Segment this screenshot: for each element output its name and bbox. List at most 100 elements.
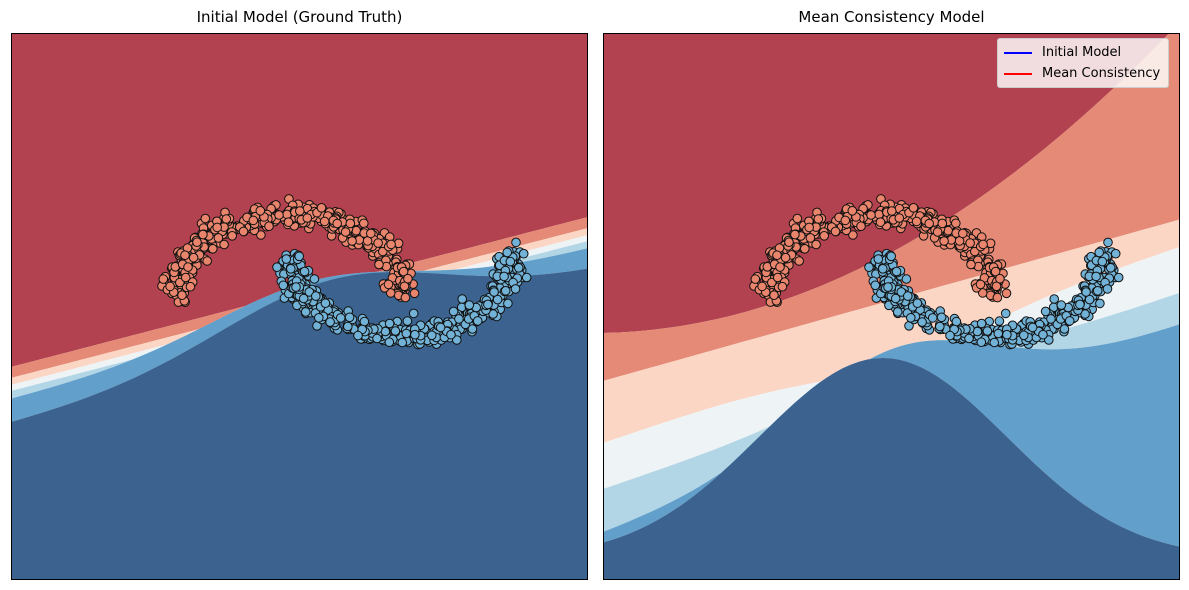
point-class-1 [521, 272, 532, 283]
contour-band-1 [603, 33, 1180, 381]
point-class-0 [158, 274, 169, 284]
point-class-0 [403, 273, 413, 284]
point-class-1 [927, 313, 938, 323]
point-class-0 [180, 250, 190, 260]
legend-swatch-mean [1004, 72, 1032, 75]
point-class-1 [435, 322, 446, 333]
point-class-1 [454, 314, 464, 324]
legend-label-mean: Mean Consistency [1042, 66, 1161, 81]
point-class-1 [976, 337, 987, 348]
point-class-1 [1049, 294, 1060, 304]
point-class-1 [309, 274, 320, 284]
point-class-1 [427, 330, 437, 341]
point-class-0 [958, 228, 968, 239]
point-class-0 [951, 218, 961, 229]
point-class-1 [994, 316, 1005, 326]
contour-band-4 [603, 292, 1180, 532]
contour-band-0 [603, 33, 1180, 333]
point-class-1 [1038, 329, 1048, 340]
point-class-0 [840, 215, 851, 226]
point-class-0 [965, 238, 975, 248]
point-class-1 [505, 256, 516, 267]
point-class-1 [298, 293, 309, 304]
point-class-0 [319, 216, 330, 227]
point-class-1 [890, 293, 901, 304]
point-class-0 [212, 222, 222, 233]
point-class-1 [1064, 316, 1075, 326]
point-class-1 [917, 317, 927, 327]
point-class-0 [255, 206, 266, 216]
point-class-0 [1001, 288, 1012, 299]
point-class-0 [800, 244, 810, 254]
point-class-1 [457, 294, 468, 304]
point-class-0 [409, 288, 420, 299]
point-class-0 [975, 279, 986, 290]
right-chart-title: Mean Consistency Model [798, 8, 985, 26]
point-class-0 [340, 227, 351, 237]
point-class-0 [780, 252, 791, 263]
point-class-1 [372, 333, 382, 344]
point-class-1 [311, 291, 321, 301]
point-class-1 [873, 254, 884, 264]
scatter-points [749, 194, 1124, 350]
point-class-0 [200, 213, 211, 224]
contour-band-6 [11, 268, 588, 580]
point-class-1 [359, 316, 370, 327]
plot-frame [11, 33, 588, 580]
point-class-1 [467, 324, 478, 334]
point-class-1 [513, 263, 524, 273]
point-class-1 [397, 337, 408, 348]
point-class-1 [1056, 300, 1067, 310]
point-class-1 [1059, 324, 1070, 334]
contour-band-5 [603, 324, 1180, 547]
point-class-0 [238, 226, 249, 237]
point-class-1 [452, 335, 462, 345]
point-class-0 [978, 239, 988, 250]
legend-item-mean: Mean Consistency [1004, 63, 1160, 84]
point-class-0 [792, 213, 803, 224]
point-class-1 [891, 266, 902, 277]
point-class-1 [903, 291, 913, 301]
point-class-0 [366, 228, 376, 239]
point-class-1 [1027, 322, 1038, 333]
point-class-1 [483, 299, 493, 310]
point-class-1 [1092, 285, 1103, 296]
point-class-1 [964, 333, 974, 344]
point-class-0 [777, 281, 788, 292]
legend-swatch-initial [1004, 51, 1032, 54]
left-chart-title: Initial Model (Ground Truth) [196, 8, 403, 26]
point-class-1 [951, 316, 962, 327]
point-class-0 [213, 233, 224, 243]
point-class-1 [343, 321, 353, 332]
point-class-0 [866, 210, 876, 220]
point-class-1 [300, 307, 311, 317]
point-class-0 [192, 237, 202, 247]
point-class-1 [408, 308, 419, 319]
point-class-1 [935, 321, 945, 332]
point-class-1 [1091, 271, 1101, 282]
point-class-0 [316, 203, 327, 213]
point-class-0 [274, 210, 284, 220]
point-class-1 [901, 274, 912, 284]
point-class-0 [847, 206, 858, 216]
point-class-0 [345, 218, 356, 229]
point-class-1 [281, 254, 292, 264]
point-class-0 [995, 273, 1005, 284]
point-class-1 [401, 328, 412, 339]
point-class-1 [982, 326, 993, 336]
point-class-0 [932, 227, 943, 237]
point-class-1 [936, 312, 947, 323]
point-class-0 [908, 203, 919, 213]
point-class-0 [875, 217, 886, 227]
point-class-1 [870, 280, 881, 291]
point-class-0 [359, 218, 369, 229]
point-class-1 [320, 298, 331, 309]
point-class-1 [1040, 306, 1051, 317]
point-class-1 [314, 313, 324, 323]
point-class-1 [1095, 298, 1105, 309]
point-class-1 [335, 313, 346, 323]
point-class-1 [1044, 335, 1054, 345]
point-class-0 [856, 221, 866, 231]
point-class-0 [256, 230, 266, 240]
contour-band-5 [11, 248, 588, 422]
